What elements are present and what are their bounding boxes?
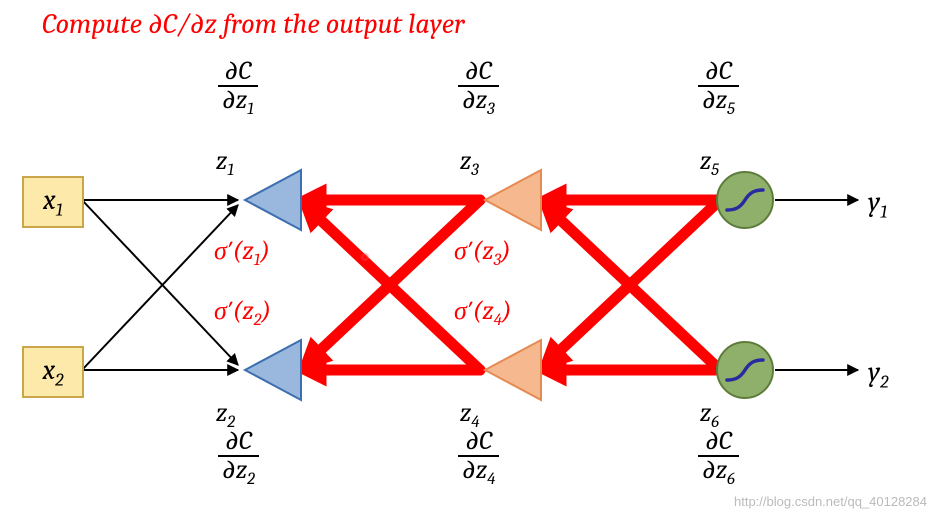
input-x2: x2	[22, 346, 84, 398]
input-x2-label: x2	[43, 354, 64, 391]
diagram-title: Compute ∂C/∂z from the output layer	[42, 8, 464, 40]
forward-edges	[82, 200, 238, 370]
label-z4: z4	[460, 398, 480, 432]
sigma-z4: σ′(z4)	[454, 298, 512, 330]
output-y1: y1	[868, 186, 887, 223]
triangle-z2	[245, 340, 301, 400]
layer2-nodes	[485, 170, 541, 400]
triangle-z1	[245, 170, 301, 230]
output-edges	[775, 200, 858, 370]
partial-z1: ∂C∂z1	[218, 58, 258, 119]
label-z3: z3	[460, 146, 479, 180]
sigma-z2: σ′(z2)	[214, 298, 271, 330]
watermark-text: http://blog.csdn.net/qq_40128284	[734, 494, 927, 509]
label-z1: z1	[216, 146, 234, 180]
sigma-z3: σ′(z3)	[454, 238, 511, 270]
backward-edges-l2-l1	[310, 200, 480, 370]
label-z6: z6	[700, 398, 719, 432]
partial-z3: ∂C∂z3	[458, 58, 499, 119]
label-z5: z5	[700, 146, 719, 180]
partial-z5: ∂C∂z5	[698, 58, 739, 119]
output-y2: y2	[868, 356, 888, 393]
output-nodes	[717, 172, 773, 398]
input-x1-label: x1	[43, 184, 63, 221]
backward-edges-l3-l2	[550, 200, 720, 370]
input-x1: x1	[22, 176, 84, 228]
triangle-z3	[485, 170, 541, 230]
layer1-nodes	[245, 170, 301, 400]
sigma-z1: σ′(z1)	[214, 238, 270, 270]
triangle-z4	[485, 340, 541, 400]
laser-pointer-icon	[360, 252, 370, 262]
partial-z2: ∂C∂z2	[218, 428, 259, 489]
partial-z6: ∂C∂z6	[698, 428, 739, 489]
partial-z4: ∂C∂z4	[458, 428, 499, 489]
label-z2: z2	[216, 398, 235, 432]
